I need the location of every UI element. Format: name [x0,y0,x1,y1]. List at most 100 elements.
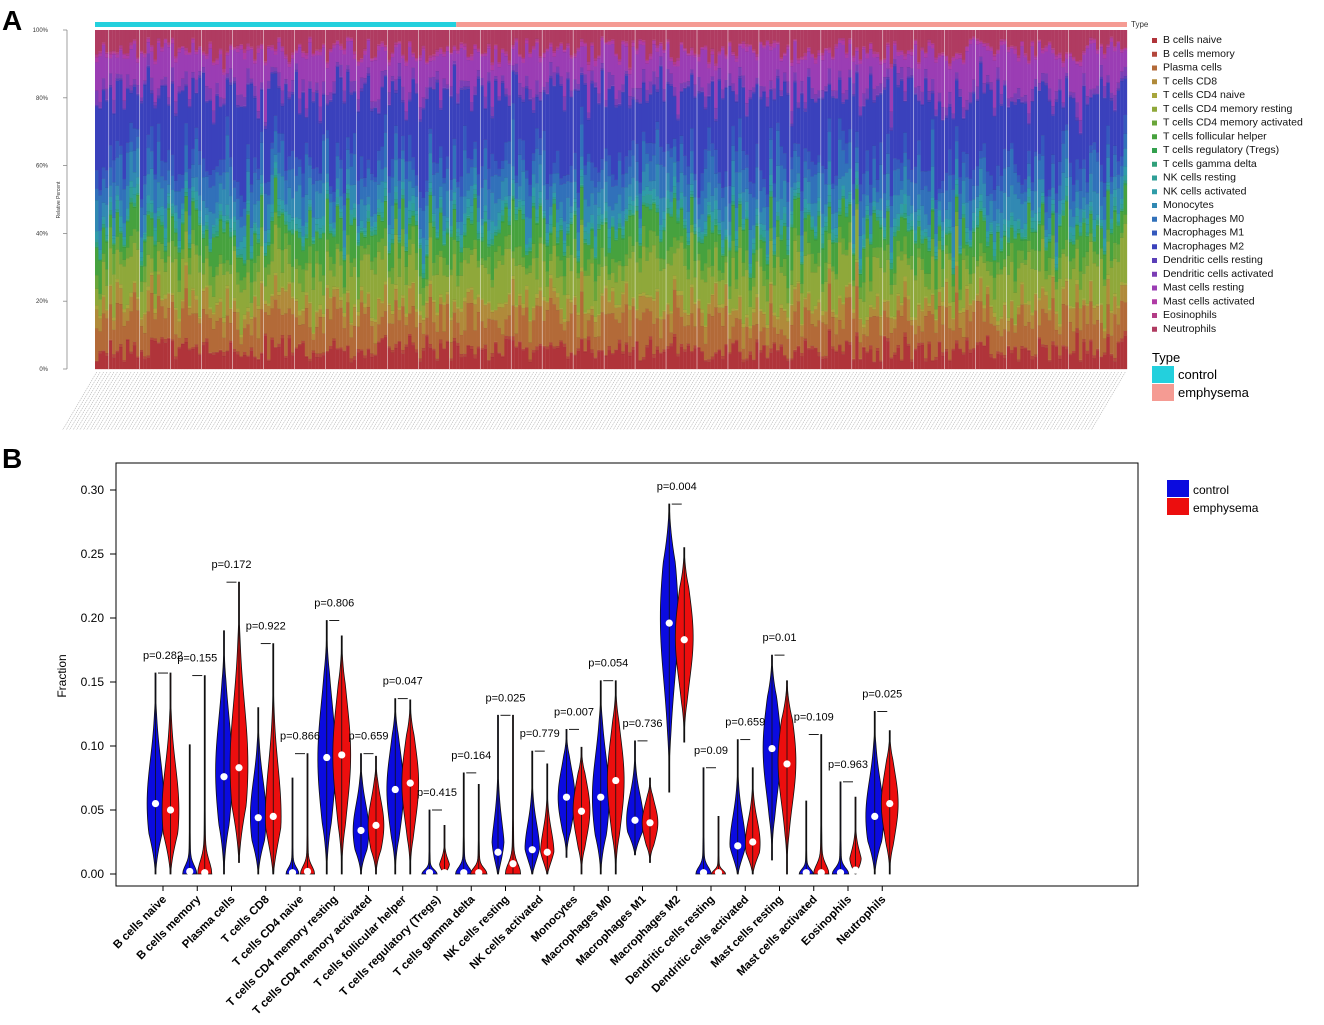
bar-segment [738,193,742,199]
bar-segment [648,311,653,337]
bar-segment [793,227,797,241]
bar-segment [738,118,742,138]
bar-segment [373,176,378,182]
bar-segment [208,211,213,239]
bar-segment [418,238,422,243]
bar-segment [820,59,825,91]
bar-segment [469,159,474,168]
bar-segment [521,57,526,59]
bar-segment [280,47,285,52]
bar-segment [521,219,526,258]
bar-segment [580,187,584,220]
bar-segment [211,61,216,63]
bar-segment [150,151,154,169]
bar-segment [497,99,502,101]
bar-segment [404,120,409,162]
bar-segment [394,79,398,91]
bar-segment [125,208,130,216]
bar-segment [545,30,550,49]
bar-segment [318,180,323,194]
bar-segment [359,302,364,350]
bar-segment [690,194,694,197]
bar-segment [370,101,374,109]
bar-segment [573,181,577,199]
sample-bar [170,30,175,370]
bar-segment [383,50,388,71]
bar-segment [366,210,371,219]
bar-segment [353,92,357,133]
bar-segment [641,225,646,247]
bar-segment [439,199,443,208]
bar-segment [308,164,312,178]
bar-segment [466,344,471,347]
bar-segment [463,125,467,151]
bar-segment [218,106,223,108]
bar-segment [518,305,522,342]
bar-segment [755,261,760,294]
bar-segment [783,226,787,259]
bar-segment [342,350,347,352]
bar-segment [758,170,763,191]
bar-segment [463,356,467,370]
bar-segment [439,186,443,197]
bar-segment [590,263,594,306]
bar-segment [796,108,801,144]
bar-segment [783,180,787,207]
bar-segment [363,313,367,356]
bar-segment [318,237,323,240]
bar-segment [432,227,436,263]
bar-segment [734,100,739,103]
bar-segment [356,180,361,205]
bar-segment [721,45,725,48]
bar-segment [721,303,725,308]
bar-segment [370,260,374,270]
bar-segment [576,272,581,279]
bar-segment [721,325,725,357]
bar-segment [466,207,471,216]
bar-segment [783,222,787,227]
bar-segment [294,157,299,176]
bar-segment [277,37,281,39]
bar-segment [332,92,336,95]
bar-segment [98,107,103,110]
bar-segment [383,227,388,246]
bar-segment [198,318,202,324]
bar-segment [469,223,474,225]
bar-segment [752,252,756,255]
bar-segment [552,52,557,57]
bar-segment [813,235,818,239]
bar-segment [291,296,295,299]
bar-segment [229,68,233,83]
bar-segment [432,76,436,90]
bar-segment [697,298,701,301]
bar-segment [366,159,371,169]
bar-segment [136,93,140,96]
bar-segment [132,202,137,207]
bar-segment [817,98,821,155]
bar-segment [236,351,240,355]
bar-segment [566,72,570,79]
bar-segment [383,200,388,202]
bar-segment [156,219,161,242]
bar-segment [184,180,189,188]
sample-bar [232,30,237,370]
bar-segment [703,343,708,360]
bar-segment [824,50,828,87]
bar-segment [734,246,739,251]
bar-segment [593,316,598,322]
bar-segment [600,158,605,170]
bar-segment [745,115,749,117]
bar-segment [714,149,718,174]
bar-segment [614,349,619,351]
bar-segment [191,200,195,202]
bar-segment [525,254,529,256]
bar-segment [349,224,354,226]
bar-segment [545,239,550,243]
bar-segment [676,208,680,215]
bar-segment [727,85,732,87]
bar-segment [150,77,154,91]
bar-segment [408,161,412,182]
bar-segment [232,235,237,237]
bar-segment [112,329,116,355]
bar-segment [745,102,749,116]
